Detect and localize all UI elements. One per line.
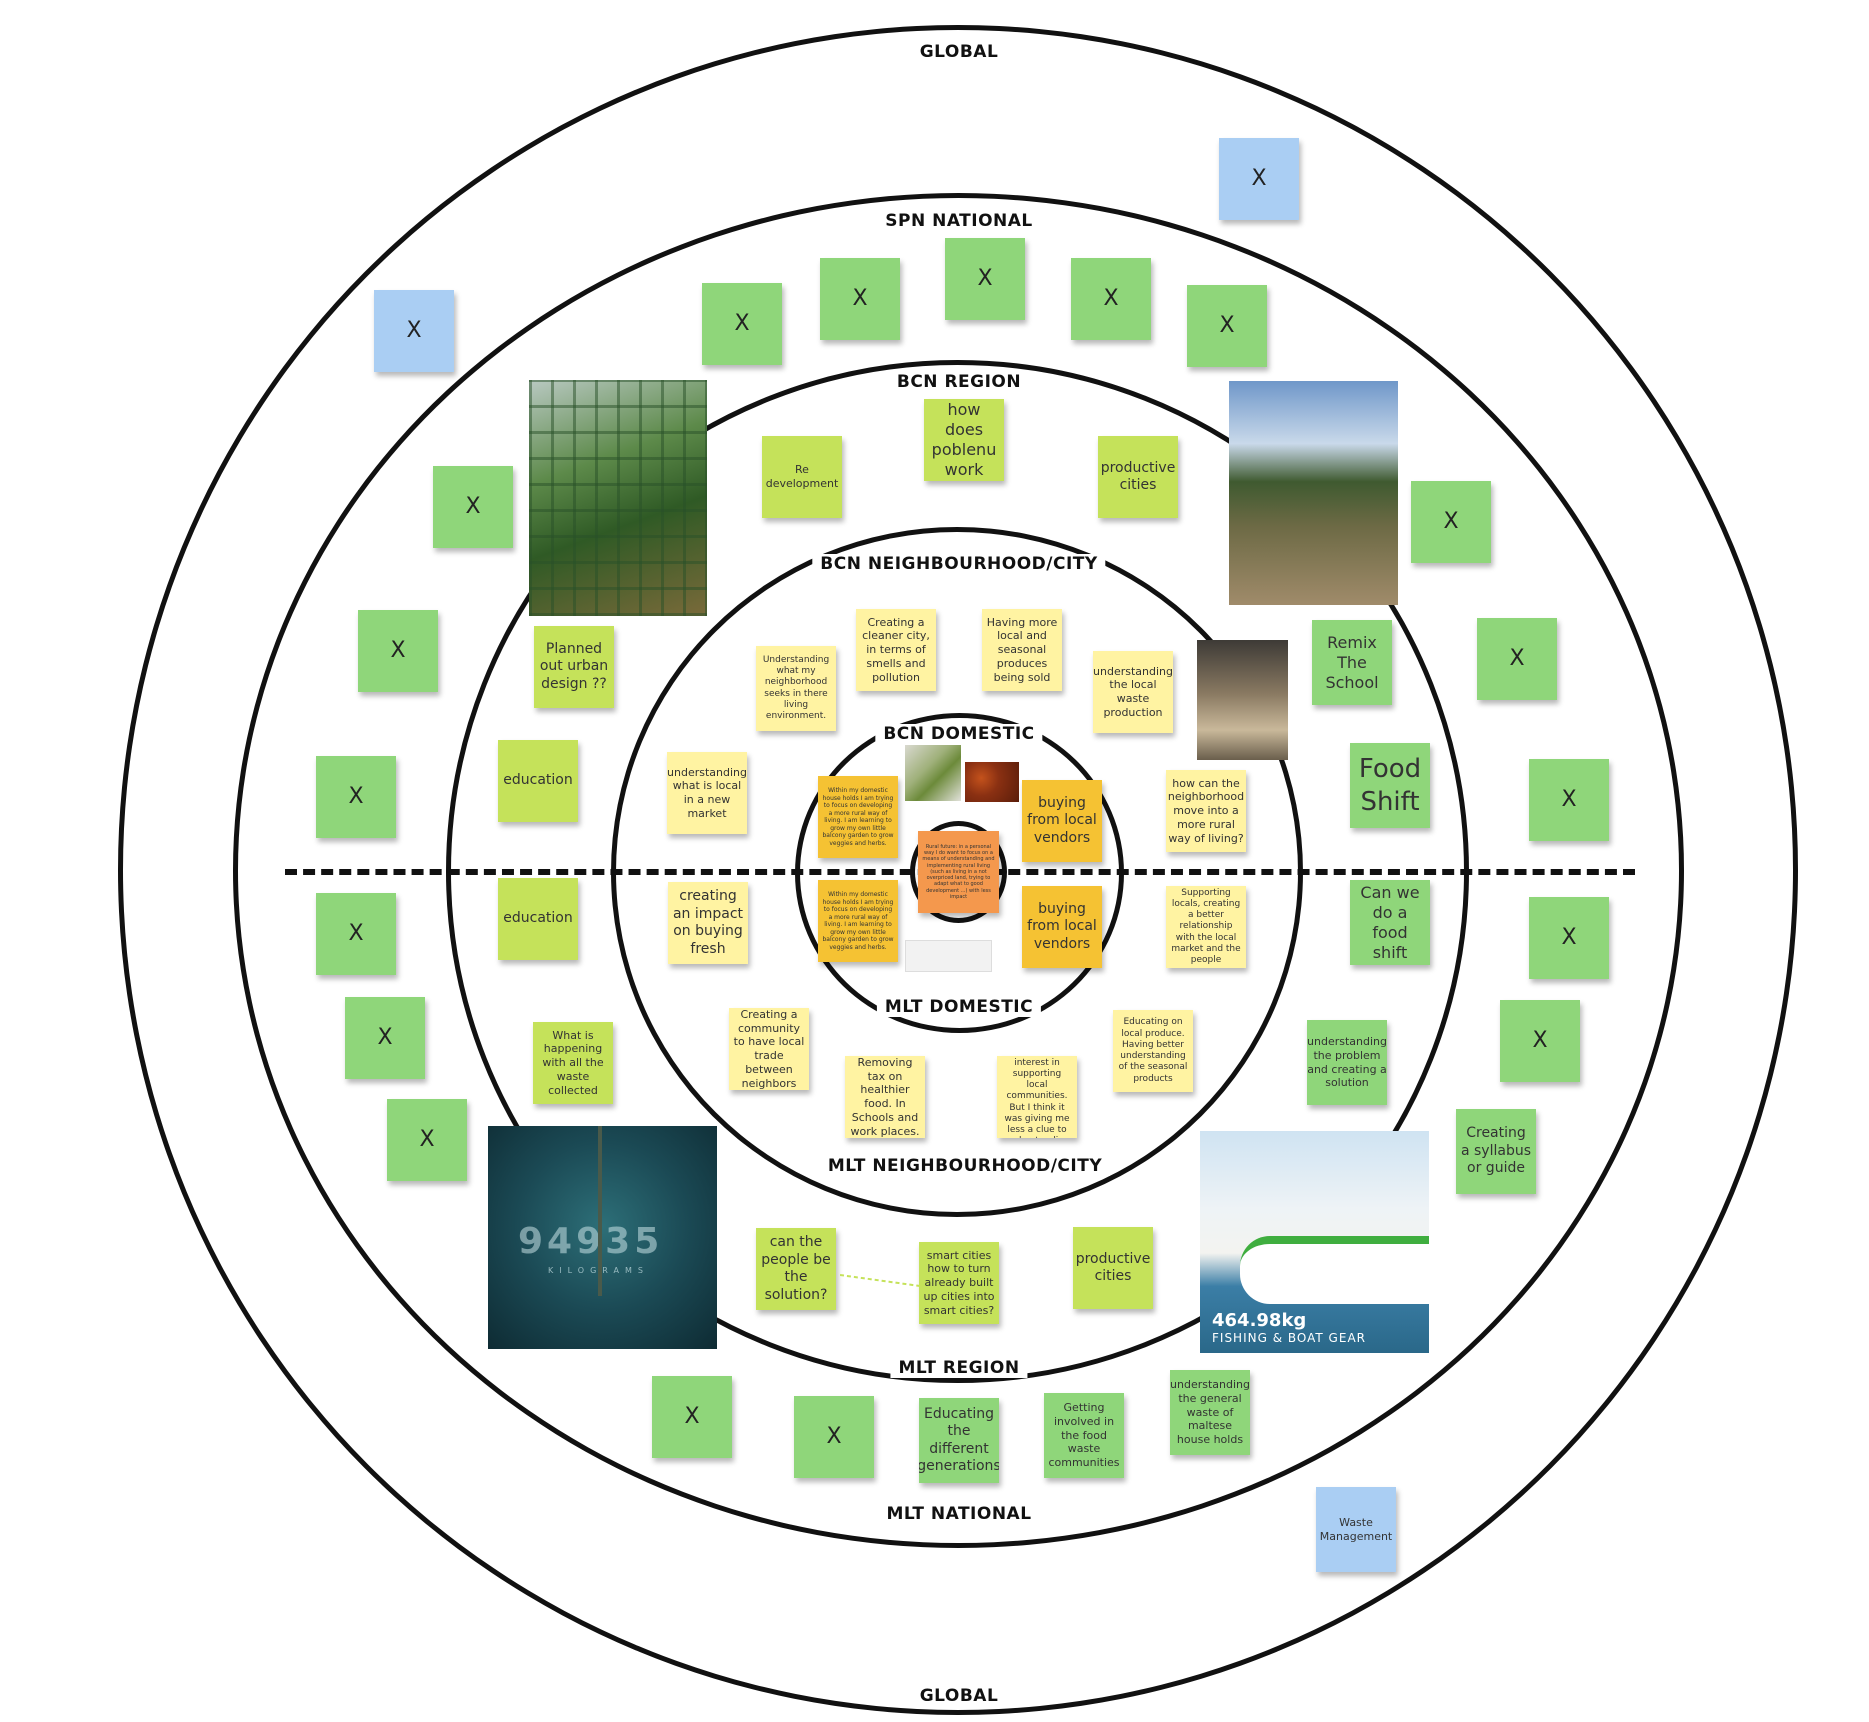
sticky-note-creating-impact[interactable]: creating an impact on buying fresh xyxy=(668,882,748,964)
sticky-note-x[interactable]: X xyxy=(387,1099,467,1181)
sticky-note-supporting-locals[interactable]: Supporting locals, creating a better rel… xyxy=(1166,886,1246,968)
sticky-note-can-we-food-shift[interactable]: Can we do a food shift xyxy=(1350,880,1430,965)
label-bcn-region: BCN REGION xyxy=(888,372,1030,392)
sticky-note-x[interactable]: X xyxy=(945,238,1025,320)
ocean-waste-photo[interactable]: 94935 KILOGRAMS xyxy=(488,1126,717,1349)
sticky-note-x[interactable]: X xyxy=(358,610,438,692)
sticky-note-buying-local-top[interactable]: buying from local vendors xyxy=(1022,780,1102,862)
sticky-note-can-the-people[interactable]: can the people be the solution? xyxy=(756,1228,836,1310)
sticky-note-x[interactable]: X xyxy=(652,1376,732,1458)
label-global-bottom: GLOBAL xyxy=(911,1686,1007,1706)
sticky-note-x[interactable]: X xyxy=(1411,481,1491,563)
sticky-note-x[interactable]: X xyxy=(374,290,454,372)
sticky-note-creating-syllabus[interactable]: Creating a syllabus or guide xyxy=(1456,1109,1536,1194)
sticky-note-understanding-neighborhood[interactable]: Understanding what my neighborhood seeks… xyxy=(756,646,836,731)
boat-hull-shape xyxy=(1240,1236,1429,1304)
sticky-note-maltese-neighbourhood[interactable]: In the maltese neighbourhood we have a b… xyxy=(997,1056,1077,1138)
spices-photo[interactable] xyxy=(965,762,1019,802)
label-global-top: GLOBAL xyxy=(911,42,1007,62)
plant-photo[interactable] xyxy=(905,745,961,801)
sticky-note-understanding-general-waste[interactable]: understanding the general waste of malte… xyxy=(1170,1370,1250,1455)
sticky-note-x[interactable]: X xyxy=(316,756,396,838)
label-mlt-neighbourhood: MLT NEIGHBOURHOOD/CITY xyxy=(819,1156,1111,1176)
sticky-note-x[interactable]: X xyxy=(345,997,425,1079)
sticky-note-understanding-problem[interactable]: understanding the problem and creating a… xyxy=(1307,1020,1387,1105)
sticky-note-smart-cities[interactable]: smart cities how to turn already built u… xyxy=(919,1242,999,1324)
sticky-note-creating-community[interactable]: Creating a community to have local trade… xyxy=(729,1008,809,1090)
sticky-note-rural-neighborhood[interactable]: how can the neighborhood move into a mor… xyxy=(1166,770,1246,852)
boat-cleanup-photo[interactable]: 464.98kg FISHING & BOAT GEAR xyxy=(1200,1131,1429,1353)
sticky-note-planned-out-urban-design[interactable]: Planned out urban design ?? xyxy=(534,626,614,708)
sticky-note-x[interactable]: X xyxy=(794,1396,874,1478)
sticky-note-x[interactable]: X xyxy=(433,466,513,548)
sticky-note-x[interactable]: X xyxy=(1529,759,1609,841)
sticky-note-removing-tax[interactable]: Removing tax on healthier food. In Schoo… xyxy=(845,1056,925,1138)
sticky-note-food-shift[interactable]: Food Shift xyxy=(1350,743,1430,828)
sticky-note-having-more-local[interactable]: Having more local and seasonal produces … xyxy=(982,609,1062,691)
sticky-note-educating-generations[interactable]: Educating the different generations xyxy=(919,1398,999,1483)
workshop-interior-photo[interactable] xyxy=(1197,640,1288,760)
sticky-note-rural-future[interactable]: Rural future: in a personal way I do wan… xyxy=(918,831,999,913)
label-mlt-region: MLT REGION xyxy=(890,1358,1028,1378)
sticky-note-productive-cities-bottom[interactable]: productive cities xyxy=(1073,1227,1153,1309)
sticky-note-understanding-local-market[interactable]: understanding what is local in a new mar… xyxy=(667,752,747,834)
label-bcn-domestic: BCN DOMESTIC xyxy=(875,724,1043,744)
boat-gear-caption: FISHING & BOAT GEAR xyxy=(1212,1331,1366,1345)
sticky-note-understanding-local-waste[interactable]: understanding the local waste production xyxy=(1093,651,1173,733)
sticky-note-x[interactable]: X xyxy=(1071,258,1151,340)
sticky-note-creating-cleaner-city[interactable]: Creating a cleaner city, in terms of sme… xyxy=(856,609,936,691)
boat-weight-value: 464.98kg xyxy=(1212,1310,1307,1331)
hillside-landscape-photo[interactable] xyxy=(1229,381,1398,605)
sticky-note-what-is-happening[interactable]: What is happening with all the waste col… xyxy=(533,1022,613,1104)
sticky-note-domestic-rural-living-mlt[interactable]: Within my domestic house holds I am tryi… xyxy=(818,880,898,962)
label-mlt-domestic: MLT DOMESTIC xyxy=(876,997,1042,1017)
sticky-note-remix-the-school[interactable]: Remix The School xyxy=(1312,620,1392,705)
label-bcn-neighbourhood: BCN NEIGHBOURHOOD/CITY xyxy=(812,554,1106,574)
sticky-note-how-does-poblenu[interactable]: how does poblenu work xyxy=(924,399,1004,481)
sticky-note-educating-local-produce[interactable]: Educating on local produce. Having bette… xyxy=(1113,1010,1193,1092)
sticky-note-getting-involved[interactable]: Getting involved in the food waste commu… xyxy=(1044,1393,1124,1478)
sticky-note-re-development[interactable]: Re development xyxy=(762,436,842,518)
sticky-note-x[interactable]: X xyxy=(820,258,900,340)
fence-plants-photo[interactable] xyxy=(529,380,707,616)
rope-shape xyxy=(598,1126,602,1296)
ocean-waste-unit: KILOGRAMS xyxy=(548,1266,649,1275)
sticky-note-domestic-rural-living-bcn[interactable]: Within my domestic house holds I am tryi… xyxy=(818,776,898,858)
connector-line xyxy=(840,1274,921,1287)
ocean-waste-number: 94935 xyxy=(518,1221,664,1262)
sticky-note-x[interactable]: X xyxy=(702,283,782,365)
sticky-note-x[interactable]: X xyxy=(1529,897,1609,979)
screenshot-thumbnail[interactable] xyxy=(905,940,992,972)
sticky-note-waste-management[interactable]: Waste Management xyxy=(1316,1487,1396,1572)
sticky-note-productive-cities-top[interactable]: productive cities xyxy=(1098,436,1178,518)
sticky-note-x[interactable]: X xyxy=(1187,285,1267,367)
sticky-note-x[interactable]: X xyxy=(1477,618,1557,700)
sticky-note-buying-local-bottom[interactable]: buying from local vendors xyxy=(1022,886,1102,968)
label-spn-national: SPN NATIONAL xyxy=(877,211,1041,231)
sticky-note-education-bottom[interactable]: education xyxy=(498,878,578,960)
sticky-note-x[interactable]: X xyxy=(1219,138,1299,220)
sticky-note-education-top[interactable]: education xyxy=(498,740,578,822)
label-mlt-national: MLT NATIONAL xyxy=(878,1504,1040,1524)
sticky-note-x[interactable]: X xyxy=(316,893,396,975)
sticky-note-x[interactable]: X xyxy=(1500,1000,1580,1082)
